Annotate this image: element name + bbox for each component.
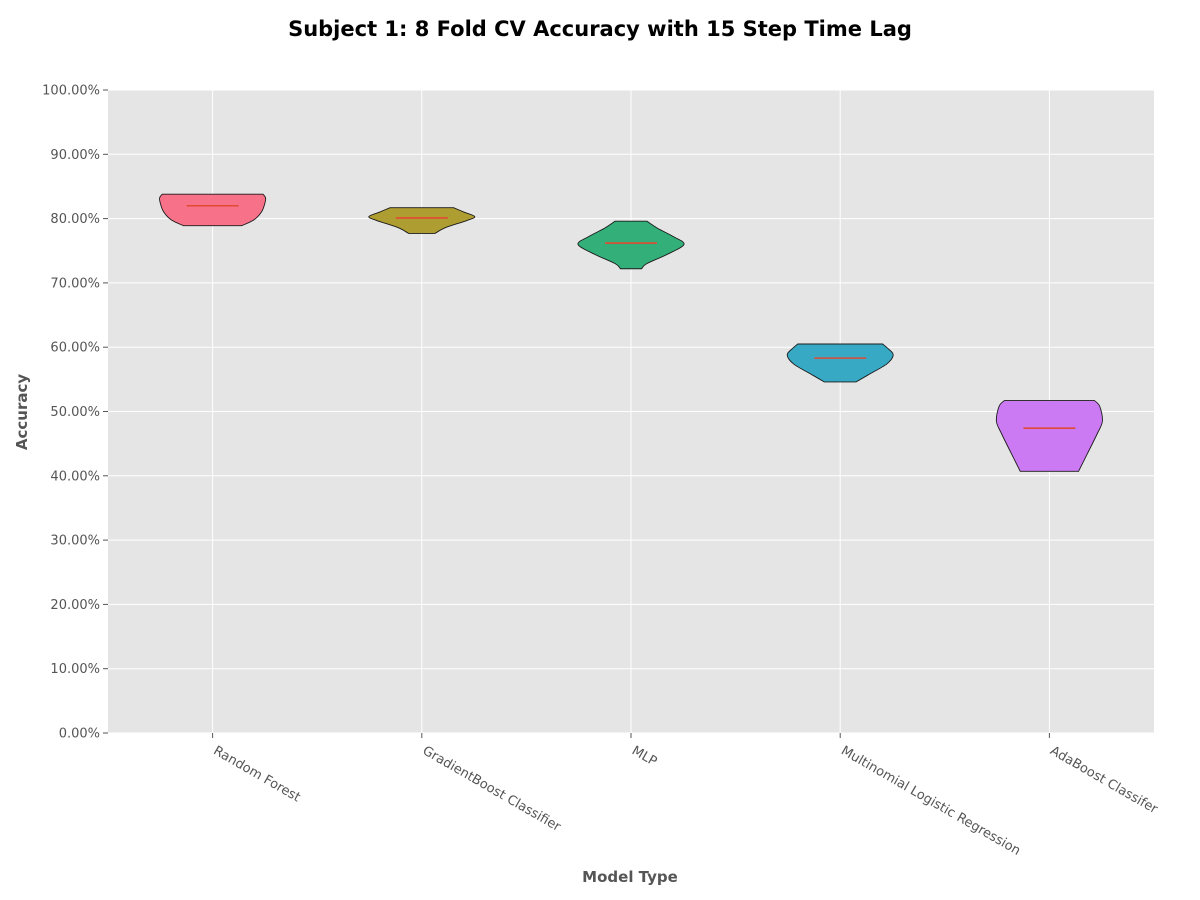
y-tick-label: 30.00% [50, 534, 100, 549]
x-tick-label: Random Forest [211, 743, 303, 805]
y-tick-label: 60.00% [50, 341, 100, 356]
y-tick-label: 70.00% [50, 276, 100, 291]
y-tick-label: 90.00% [50, 148, 100, 163]
x-tick-label: MLP [629, 743, 659, 769]
y-axis-label: Accuracy [13, 374, 31, 450]
violin-multinomial-logistic-regression [786, 343, 894, 383]
violin-adaboost-classifer [995, 400, 1103, 472]
y-tick-label: 100.00% [42, 84, 100, 99]
violin-mlp [577, 220, 685, 270]
violin-random-forest [159, 193, 267, 227]
y-tick-label: 10.00% [50, 662, 100, 677]
y-tick-label: 0.00% [59, 727, 100, 742]
x-axis-ticks: Random Forest GradientBoost Classifier MLP… [211, 733, 1161, 859]
y-tick-label: 20.00% [50, 598, 100, 613]
x-axis-label: Model Type [582, 868, 678, 886]
gridlines [108, 89, 1154, 734]
chart-title: Subject 1: 8 Fold CV Accuracy with 15 St… [288, 17, 912, 41]
y-tick-label: 80.00% [50, 212, 100, 227]
violin-gradientboost-classifier [368, 207, 476, 234]
x-tick-label: GradientBoost Classifier [420, 743, 564, 835]
y-tick-label: 50.00% [50, 405, 100, 420]
x-tick-label: AdaBoost Classifer [1047, 743, 1160, 817]
x-tick-label: Multinomial Logistic Regression [838, 743, 1023, 858]
y-axis-ticks: 0.00% 10.00% 20.00% 30.00% 40.00% 50.00% 60.00… [42, 84, 108, 742]
y-tick-label: 40.00% [50, 469, 100, 484]
violins [159, 193, 1103, 472]
